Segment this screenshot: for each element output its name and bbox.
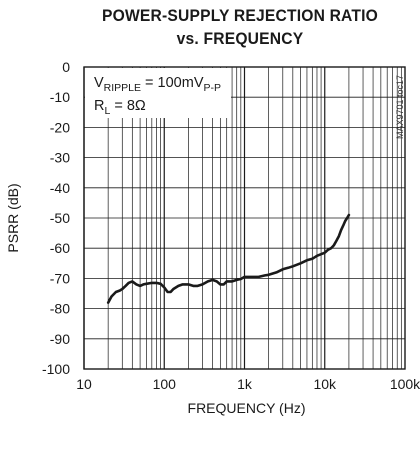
- x-tick-label: 10: [76, 376, 92, 392]
- annotation-box: VRIPPLE = 100mVP-P RL = 8Ω: [85, 68, 231, 118]
- y-tick-label: -70: [50, 270, 70, 286]
- plot-frame: [83, 66, 406, 370]
- annotation-background: [85, 68, 231, 118]
- y-tick-labels: 0 -10 -20 -30 -40 -50 -60 -70 -80 -90 -100: [42, 59, 70, 377]
- y-tick-label: -30: [50, 150, 70, 166]
- x-tick-label: 100: [153, 376, 177, 392]
- x-tick-label: 1k: [237, 376, 253, 392]
- x-tick-label: 10k: [313, 376, 337, 392]
- y-tick-label: -20: [50, 119, 70, 135]
- y-axis-label: PSRR (dB): [5, 183, 21, 252]
- series-layer: [106, 213, 351, 304]
- y-tick-label: -100: [42, 361, 70, 377]
- annotation-load: RL = 8Ω: [94, 98, 146, 117]
- y-tick-label: -90: [50, 331, 70, 347]
- figure-code: MAX9701 toc17: [395, 75, 405, 139]
- y-tick-label: -60: [50, 240, 70, 256]
- y-tick-label: -50: [50, 210, 70, 226]
- x-tick-label: 100k: [390, 376, 420, 392]
- chart-subtitle: vs. FREQUENCY: [176, 29, 304, 48]
- y-tick-label: -40: [50, 180, 70, 196]
- y-tick-label: 0: [62, 59, 70, 75]
- chart-title: POWER-SUPPLY REJECTION RATIO: [102, 6, 378, 25]
- annotation-ripple: VRIPPLE = 100mVP-P: [94, 75, 221, 94]
- y-tick-label: -80: [50, 301, 70, 317]
- x-axis-label: FREQUENCY (Hz): [188, 400, 306, 416]
- series-line-0: [106, 213, 351, 304]
- x-tick-labels: 10 100 1k 10k 100k: [76, 376, 420, 392]
- y-tick-label: -10: [50, 89, 70, 105]
